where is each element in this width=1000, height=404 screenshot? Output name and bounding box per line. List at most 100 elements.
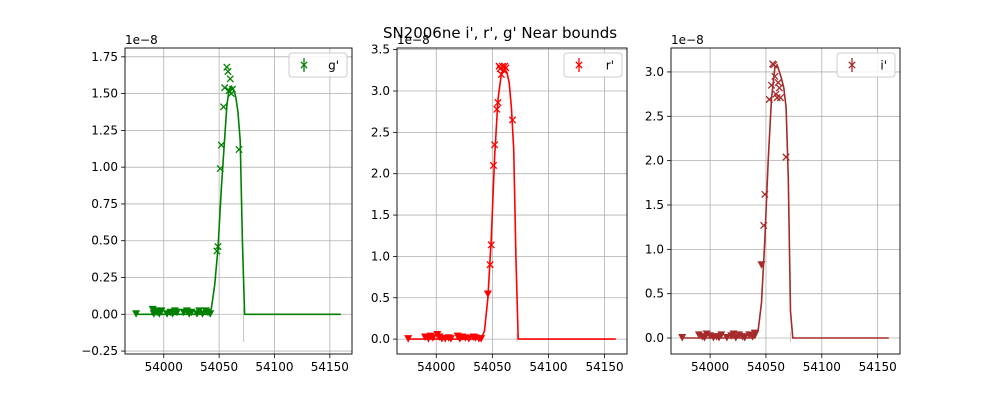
- upper-limit-marker: [428, 334, 437, 342]
- data-point: [227, 89, 235, 98]
- data-point: [224, 67, 232, 76]
- y-tick-label: 2.5: [371, 125, 390, 139]
- axes-frame: [396, 47, 628, 355]
- legend-label: g': [328, 59, 339, 73]
- upper-limit-marker: [173, 308, 182, 317]
- y-tick-label: 0.50: [91, 234, 118, 248]
- x-tick-label: 54150: [585, 360, 623, 374]
- data-point: [214, 242, 222, 251]
- data-point: [235, 145, 243, 154]
- x-tick-label: 54100: [803, 360, 841, 374]
- data-point: [761, 190, 769, 199]
- x-tick-label: 54100: [255, 360, 293, 374]
- x-tick-label: 54000: [145, 360, 183, 374]
- y-tick-label: 1.0: [371, 249, 390, 263]
- x-tick-label: 54050: [200, 360, 238, 374]
- x-tick-label: 54150: [311, 360, 349, 374]
- upper-limit-marker: [483, 290, 492, 298]
- y-tick-label: 2.5: [645, 109, 664, 123]
- y-offset-label: 1e−8: [125, 33, 158, 47]
- y-tick-label: 1.5: [645, 198, 664, 212]
- data-point: [770, 61, 778, 69]
- data-point: [774, 78, 782, 87]
- upper-limit-marker: [464, 335, 473, 343]
- x-tick-label: 54000: [691, 360, 729, 374]
- data-point: [226, 75, 234, 83]
- subplot-1: 54000 54050 54100 54150 −0.25 0.00 0.25 0.50 0.7…: [81, 33, 353, 374]
- data-point: [782, 153, 790, 161]
- upper-limit-marker: [132, 310, 141, 318]
- upper-limit-marker: [757, 261, 766, 269]
- upper-limit-marker: [717, 331, 726, 339]
- y-tick-label: 1.5: [371, 208, 390, 222]
- y-tick-label: 0.5: [371, 291, 390, 305]
- data-point: [765, 95, 773, 104]
- subplot-2: 54000 54050 54100 54150 0.0 0.5 1.0 1.5 2.0 2.5 3.…: [371, 33, 628, 374]
- y-offset-label: 1e−8: [397, 33, 430, 47]
- data-point: [494, 98, 502, 107]
- legend-marker: [848, 61, 856, 69]
- data-point: [508, 116, 517, 124]
- upper-limit-marker: [404, 335, 413, 343]
- legend-marker: [300, 61, 308, 69]
- y-tick-label: 0.25: [91, 271, 118, 285]
- data-point: [775, 84, 784, 92]
- upper-limit-marker: [206, 310, 215, 318]
- y-tick-label: 0.0: [371, 332, 390, 346]
- x-tick-label: 54000: [417, 360, 455, 374]
- y-tick-label: 1.75: [91, 50, 118, 64]
- y-tick-label: 2.0: [645, 154, 664, 168]
- model-curve: [408, 67, 616, 340]
- subplot-3: 54000 54050 54100 54150 0.0 0.5 1.0 1.5 2.0 2.5 3.…: [645, 33, 901, 374]
- legend-marker: [575, 61, 583, 69]
- x-tick-label: 54100: [529, 360, 567, 374]
- model-curve: [136, 84, 341, 316]
- data-point: [767, 81, 776, 89]
- y-tick-label: 1.0: [645, 242, 664, 256]
- y-tick-label: 3.5: [371, 43, 390, 57]
- upper-limit-marker: [477, 335, 486, 343]
- data-point: [486, 261, 494, 269]
- data-point: [493, 105, 501, 113]
- data-point: [490, 141, 499, 149]
- upper-limit-marker: [750, 329, 759, 338]
- data-point: [216, 164, 224, 173]
- y-tick-label: 3.0: [645, 65, 664, 79]
- y-tick-label: 1.25: [91, 123, 118, 137]
- data-point: [776, 94, 785, 102]
- x-tick-label: 54050: [473, 360, 511, 374]
- y-tick-label: 0.75: [91, 197, 118, 211]
- x-tick-label: 54050: [747, 360, 785, 374]
- upper-limit-marker: [722, 334, 731, 342]
- data-point: [487, 241, 495, 249]
- y-tick-label: 2.0: [371, 167, 390, 181]
- data-point: [771, 72, 779, 81]
- data-point: [213, 247, 221, 255]
- model-curve: [682, 63, 889, 339]
- upper-limit-marker: [740, 334, 749, 342]
- data-point: [489, 161, 498, 170]
- axes-frame: [670, 47, 901, 355]
- data-point: [760, 221, 768, 230]
- data-point: [217, 141, 225, 149]
- data-point: [502, 64, 510, 72]
- data-point: [497, 70, 506, 79]
- y-tick-label: 1.50: [91, 87, 118, 101]
- y-tick-label: 1.00: [91, 160, 118, 174]
- axes-frame: [124, 47, 353, 355]
- upper-limit-marker: [446, 335, 455, 343]
- y-tick-label: 0.0: [645, 331, 664, 345]
- upper-limit-marker: [157, 307, 166, 315]
- y-tick-label: 3.0: [371, 84, 390, 98]
- legend-label: i': [880, 59, 887, 73]
- y-tick-label: 0.00: [91, 307, 118, 321]
- x-tick-label: 54150: [859, 360, 897, 374]
- data-point: [223, 63, 231, 71]
- y-tick-label: −0.25: [81, 344, 118, 358]
- data-point: [220, 84, 229, 92]
- data-point: [219, 103, 228, 111]
- data-point: [228, 85, 237, 93]
- figure-title: SN2006ne i', r', g' Near bounds: [382, 24, 618, 42]
